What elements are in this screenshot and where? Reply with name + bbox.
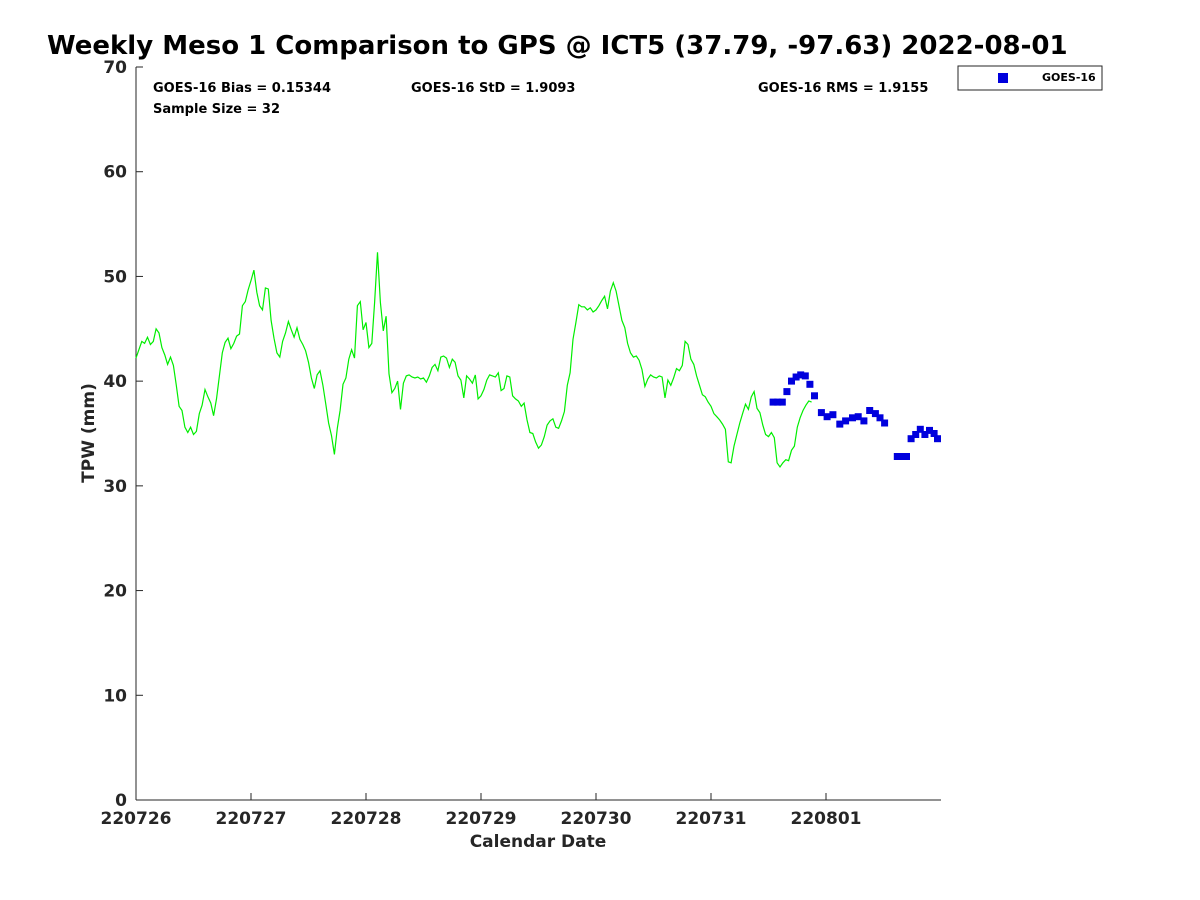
y-axis-label: TPW (mm) — [79, 383, 99, 483]
x-tick-label: 220801 — [791, 809, 862, 829]
goes-point — [829, 411, 837, 419]
goes-point — [921, 431, 929, 438]
legend-box — [957, 65, 1103, 91]
rms-stat: GOES-16 RMS = 1.9155 — [758, 81, 928, 96]
goes-point — [934, 435, 941, 443]
sample-size-stat: Sample Size = 32 — [153, 102, 280, 117]
goes-point — [903, 453, 910, 460]
y-tick-label: 60 — [103, 163, 127, 183]
goes-point — [930, 430, 938, 437]
goes-point — [926, 426, 933, 434]
y-tick-label: 0 — [115, 791, 127, 811]
x-tick-label: 220728 — [331, 809, 402, 829]
x-axis-label: Calendar Date — [470, 832, 607, 852]
goes-point — [881, 419, 889, 427]
goes-point — [769, 398, 777, 406]
goes-point — [912, 431, 920, 438]
goes-point — [801, 372, 809, 380]
goes-point — [866, 407, 874, 414]
bias-stat: GOES-16 Bias = 0.15344 — [153, 81, 331, 96]
plot-area: 0 10 20 30 40 50 60 70 220726 220727 220728 220729… — [101, 58, 941, 829]
x-tick-label: 220730 — [561, 809, 632, 829]
goes-point — [817, 409, 825, 417]
legend-marker-goes16 — [998, 73, 1008, 83]
x-tick-label: 220727 — [216, 809, 287, 829]
goes-point — [792, 373, 800, 381]
std-stat: GOES-16 StD = 1.9093 — [411, 81, 575, 96]
goes-point — [811, 392, 818, 400]
goes-point — [797, 371, 805, 379]
goes-point — [778, 398, 786, 406]
goes-point — [854, 413, 862, 421]
goes-point — [849, 414, 856, 422]
goes-point — [823, 413, 831, 421]
goes-points — [769, 371, 941, 460]
x-tick-label: 220729 — [446, 809, 517, 829]
goes-point — [842, 417, 850, 425]
y-tick-label: 50 — [103, 267, 127, 287]
goes-point — [774, 398, 782, 406]
y-tick-label: 40 — [103, 372, 127, 392]
goes-point — [860, 417, 868, 425]
chart-title: Weekly Meso 1 Comparison to GPS @ ICT5 (… — [47, 31, 1068, 61]
y-ticks: 0 10 20 30 40 50 60 70 — [103, 58, 143, 811]
legend-label-goes16: GOES-16 — [1042, 71, 1096, 84]
gps-tpw-line — [135, 252, 812, 469]
x-tick-label: 220726 — [101, 809, 172, 829]
goes-point — [871, 410, 879, 418]
goes-point — [907, 435, 915, 443]
goes-point — [788, 377, 795, 385]
y-tick-label: 20 — [103, 582, 127, 602]
goes-point — [783, 388, 791, 396]
y-tick-label: 30 — [103, 477, 127, 497]
legend: GOES-16 — [957, 65, 1103, 91]
x-tick-label: 220731 — [676, 809, 747, 829]
y-tick-label: 10 — [103, 686, 127, 706]
goes-point — [806, 380, 814, 388]
y-tick-label: 70 — [103, 58, 127, 78]
goes-point — [836, 420, 844, 428]
goes-point — [898, 453, 906, 460]
goes-point — [876, 414, 884, 422]
goes-point — [916, 425, 924, 433]
x-ticks: 220726 220727 220728 220729 220730 220731 2208… — [101, 793, 862, 829]
goes-point — [893, 453, 901, 460]
